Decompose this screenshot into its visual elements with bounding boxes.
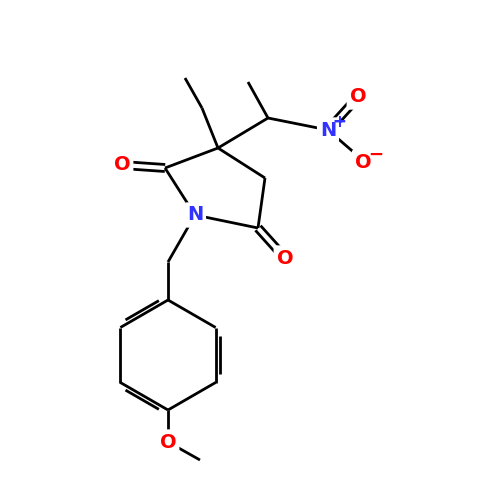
- Text: N: N: [320, 120, 336, 140]
- Text: N: N: [187, 206, 203, 225]
- Text: N: N: [187, 206, 203, 225]
- Text: N: N: [320, 120, 336, 140]
- Text: O: O: [354, 152, 372, 172]
- Text: −: −: [368, 146, 384, 164]
- Text: O: O: [160, 432, 176, 452]
- Text: O: O: [114, 156, 130, 174]
- Text: +: +: [332, 113, 346, 131]
- Text: +: +: [332, 113, 346, 131]
- Text: O: O: [350, 88, 366, 106]
- Text: O: O: [350, 88, 366, 106]
- Text: O: O: [114, 156, 130, 174]
- Text: O: O: [354, 152, 372, 172]
- Text: O: O: [276, 248, 293, 268]
- Text: O: O: [160, 432, 176, 452]
- Text: −: −: [368, 146, 384, 164]
- Text: O: O: [276, 248, 293, 268]
